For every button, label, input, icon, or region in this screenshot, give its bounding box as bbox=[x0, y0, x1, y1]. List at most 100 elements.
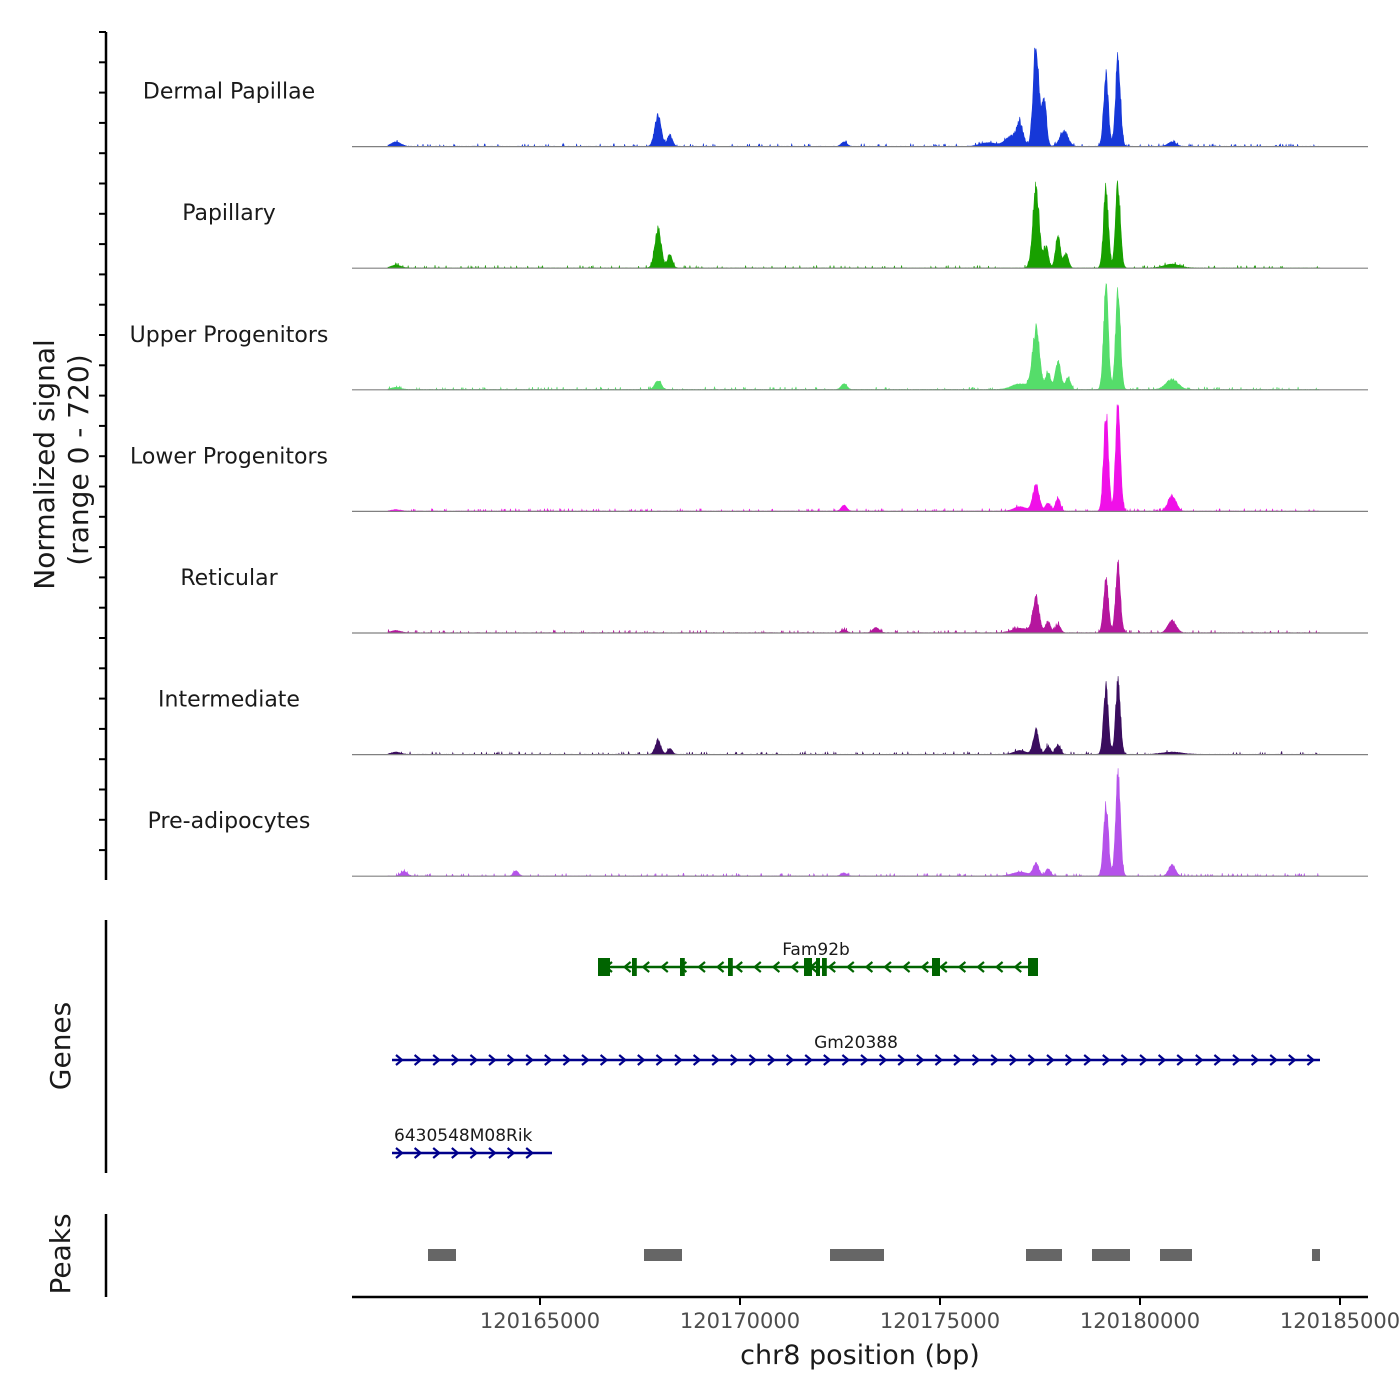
strand-arrow-icon bbox=[883, 961, 892, 973]
strand-arrow-icon bbox=[730, 1054, 739, 1066]
track-dermal-papillae: Dermal Papillae bbox=[143, 47, 1368, 148]
strand-arrow-icon bbox=[1064, 1054, 1074, 1066]
coverage-area bbox=[387, 404, 1321, 513]
strand-arrow-icon bbox=[1046, 1054, 1055, 1066]
strand-arrow-icon bbox=[1306, 1054, 1316, 1066]
strand-arrow-icon bbox=[827, 961, 836, 973]
strand-arrow-icon bbox=[1013, 961, 1022, 973]
coverage-area bbox=[387, 768, 1321, 878]
peak-region-track bbox=[428, 1249, 1320, 1261]
track-reticular: Reticular bbox=[180, 559, 1368, 634]
coverage-area bbox=[387, 180, 1321, 270]
strand-arrow-icon bbox=[990, 1054, 999, 1066]
strand-arrow-icon bbox=[771, 961, 781, 973]
strand-arrow-icon bbox=[432, 1054, 441, 1066]
track-intermediate: Intermediate bbox=[158, 676, 1368, 756]
signal-y-axis-ticks bbox=[99, 31, 106, 852]
strand-arrow-icon bbox=[939, 961, 948, 973]
x-tick-label: 120170000 bbox=[680, 1309, 800, 1333]
peak-region bbox=[1092, 1249, 1130, 1261]
strand-arrow-icon bbox=[432, 1147, 441, 1159]
strand-arrow-icon bbox=[1157, 1054, 1167, 1066]
strand-arrow-icon bbox=[734, 961, 743, 973]
strand-arrow-icon bbox=[934, 1054, 944, 1066]
peak-region bbox=[1160, 1249, 1192, 1261]
strand-arrow-icon bbox=[846, 961, 855, 973]
track-label: Pre-adipocytes bbox=[148, 809, 311, 834]
gene-exon bbox=[632, 958, 637, 976]
gene-label: Fam92b bbox=[782, 940, 850, 960]
y-axis-title-line2: (range 0 - 720) bbox=[62, 354, 95, 565]
gene-label: Gm20388 bbox=[814, 1033, 898, 1053]
track-label: Lower Progenitors bbox=[130, 444, 328, 469]
track-label: Papillary bbox=[182, 201, 276, 226]
strand-arrow-icon bbox=[715, 961, 725, 973]
strand-arrow-icon bbox=[897, 1054, 906, 1066]
strand-arrow-icon bbox=[655, 1054, 665, 1066]
coverage-area bbox=[387, 282, 1321, 391]
strand-arrow-icon bbox=[660, 961, 669, 973]
strand-arrow-icon bbox=[581, 1054, 590, 1066]
strand-arrow-icon bbox=[488, 1054, 497, 1066]
strand-arrow-icon bbox=[1009, 1054, 1018, 1066]
strand-arrow-icon bbox=[971, 1054, 981, 1066]
x-tick-label: 120180000 bbox=[1080, 1309, 1200, 1333]
track-papillary: Papillary bbox=[182, 180, 1368, 270]
strand-arrow-icon bbox=[1269, 1054, 1278, 1066]
coverage-area bbox=[387, 47, 1320, 148]
genes-panel-title: Genes bbox=[44, 1002, 77, 1090]
x-tick-label: 120185000 bbox=[1280, 1309, 1400, 1333]
peaks-panel-title: Peaks bbox=[44, 1213, 77, 1294]
strand-arrow-icon bbox=[790, 961, 799, 973]
y-axis-title: Normalized signal (range 0 - 720) bbox=[28, 330, 95, 589]
strand-arrow-icon bbox=[413, 1147, 423, 1159]
gene-fam92b: Fam92b bbox=[598, 940, 1038, 976]
strand-arrow-icon bbox=[488, 1147, 497, 1159]
strand-arrow-icon bbox=[451, 1054, 460, 1066]
strand-arrow-icon bbox=[692, 1054, 702, 1066]
x-axis-title: chr8 position (bp) bbox=[740, 1340, 980, 1371]
gene-exon bbox=[680, 958, 685, 976]
strand-arrow-icon bbox=[823, 1054, 832, 1066]
strand-arrow-icon bbox=[994, 961, 1004, 973]
track-upper-progenitors: Upper Progenitors bbox=[130, 282, 1368, 391]
gene-exon bbox=[822, 958, 827, 976]
strand-arrow-icon bbox=[1213, 1054, 1223, 1066]
strand-arrow-icon bbox=[860, 1054, 869, 1066]
gene-exon bbox=[728, 958, 733, 976]
strand-arrow-icon bbox=[953, 1054, 962, 1066]
coverage-area bbox=[387, 676, 1321, 756]
strand-arrow-icon bbox=[506, 1147, 516, 1159]
track-lower-progenitors: Lower Progenitors bbox=[130, 404, 1368, 513]
y-axis-title-line1: Normalized signal bbox=[28, 339, 61, 590]
strand-arrow-icon bbox=[674, 1054, 683, 1066]
peak-region bbox=[830, 1249, 884, 1261]
strand-arrow-icon bbox=[785, 1054, 795, 1066]
strand-arrow-icon bbox=[395, 1147, 404, 1159]
strand-arrow-icon bbox=[804, 1054, 813, 1066]
gene-6430548m08rik: 6430548M08Rik bbox=[392, 1126, 552, 1159]
strand-arrow-icon bbox=[878, 1054, 888, 1066]
strand-arrow-icon bbox=[1120, 1054, 1130, 1066]
peak-region bbox=[1026, 1249, 1062, 1261]
coverage-tracks: Dermal Papillae Papillary Upper Progenitor… bbox=[130, 47, 1368, 878]
strand-arrow-icon bbox=[753, 961, 762, 973]
strand-arrow-icon bbox=[562, 1054, 572, 1066]
track-pre-adipocytes: Pre-adipocytes bbox=[148, 768, 1368, 878]
gene-label: 6430548M08Rik bbox=[394, 1126, 533, 1146]
peak-region bbox=[1312, 1249, 1320, 1261]
x-tick-label: 120165000 bbox=[480, 1309, 600, 1333]
strand-arrow-icon bbox=[618, 1054, 627, 1066]
strand-arrow-icon bbox=[748, 1054, 758, 1066]
strand-arrow-icon bbox=[901, 961, 911, 973]
strand-arrow-icon bbox=[469, 1054, 479, 1066]
strand-arrow-icon bbox=[1083, 1054, 1092, 1066]
strand-arrow-icon bbox=[1027, 1054, 1037, 1066]
strand-arrow-icon bbox=[641, 961, 650, 973]
strand-arrow-icon bbox=[413, 1054, 423, 1066]
strand-arrow-icon bbox=[525, 1147, 534, 1159]
strand-arrow-icon bbox=[697, 961, 706, 973]
strand-arrow-icon bbox=[841, 1054, 851, 1066]
gene-exon bbox=[1028, 958, 1038, 976]
